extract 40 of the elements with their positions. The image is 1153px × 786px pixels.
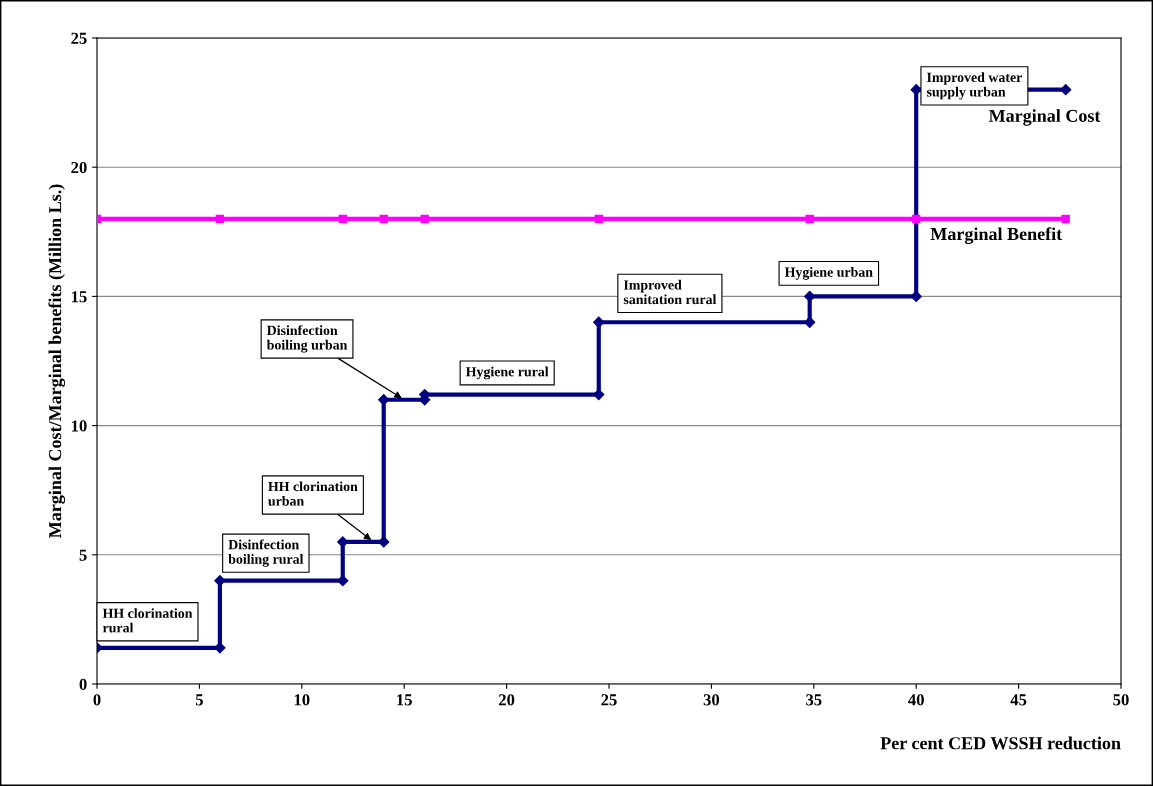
point [379, 214, 388, 224]
x-tick-label: 25 [601, 694, 617, 706]
point [593, 316, 605, 328]
x-tick-label: 45 [1010, 694, 1027, 706]
annotation: Improved water supply urban [926, 72, 1023, 100]
y-axis-title: Marginal Cost/Marginal benefits (Million Ls.) [48, 184, 66, 538]
y-tick-label: 5 [79, 549, 87, 561]
annotation: HH clorination urban [268, 481, 358, 506]
y-tick-label: 10 [71, 420, 87, 432]
point [215, 214, 225, 224]
annotation: HH clorination rural [102, 608, 193, 633]
point [1061, 214, 1070, 224]
x-tick-label: 10 [294, 694, 310, 706]
point [420, 214, 429, 224]
point [338, 214, 347, 224]
x-axis-title: Per cent CED WSSH reduction [880, 736, 1121, 750]
point [337, 575, 349, 587]
x-tick-label: 0 [93, 694, 101, 706]
series-label: Marginal Cost [988, 109, 1101, 126]
annotation: Disinfection boiling rural [228, 539, 304, 567]
x-tick-label: 40 [908, 694, 924, 706]
point [594, 214, 603, 224]
x-tick-label: 20 [498, 694, 515, 706]
annotation: Disinfection boiling urban [266, 325, 348, 353]
point [1060, 84, 1072, 96]
point [805, 214, 814, 224]
y-tick-label: 15 [71, 291, 87, 303]
x-tick-label: 15 [397, 694, 412, 706]
annotation: Improved sanitation rural [623, 279, 717, 305]
y-tick-label: 25 [71, 32, 87, 44]
x-tick-label: 30 [703, 694, 720, 706]
series-label: Marginal Benefit [930, 227, 1063, 244]
annotation: Hygiene urban [784, 267, 873, 280]
y-tick-label: 20 [71, 161, 87, 174]
x-tick-label: 35 [806, 694, 822, 706]
x-tick-label: 50 [1113, 694, 1129, 706]
x-tick-label: 5 [195, 694, 203, 706]
point [912, 214, 921, 224]
annotation: Hygiene rural [465, 366, 549, 380]
y-tick-label: 0 [79, 678, 87, 690]
